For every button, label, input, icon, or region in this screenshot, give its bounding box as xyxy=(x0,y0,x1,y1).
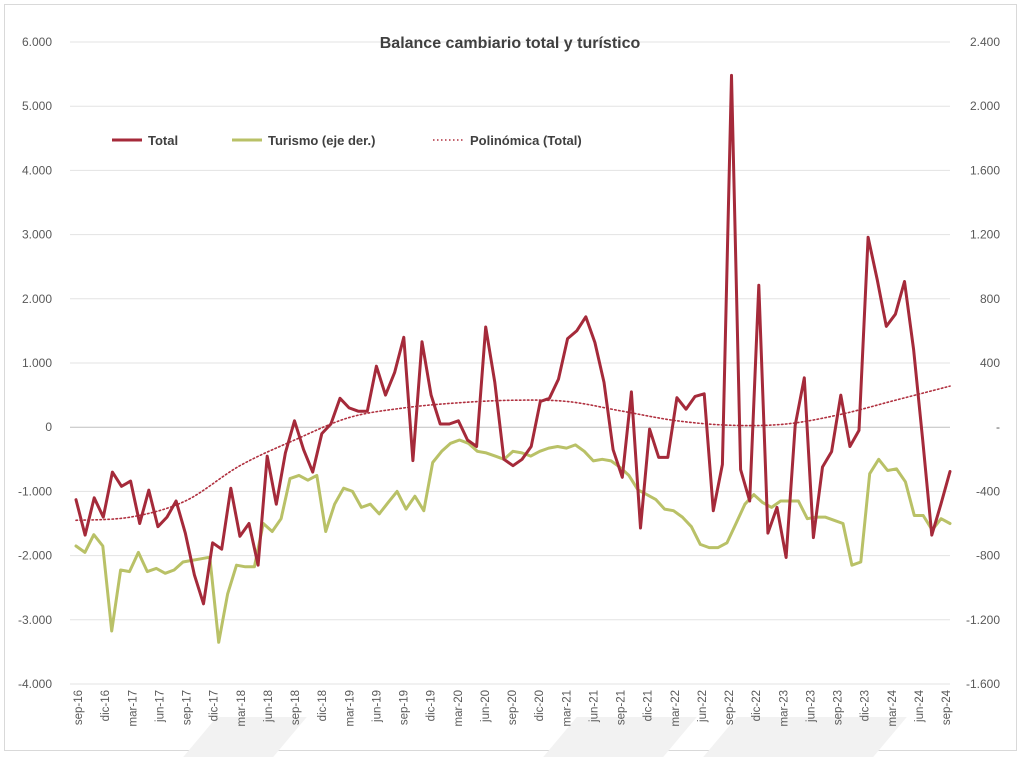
y-right-tick-label: 2.000 xyxy=(970,99,1000,113)
y-left-tick-label: 2.000 xyxy=(22,292,52,306)
x-tick-label: mar-20 xyxy=(453,690,465,726)
x-tick-label: jun-19 xyxy=(371,690,383,723)
y-left-tick-label: -2.000 xyxy=(18,549,52,563)
x-tick-label: mar-21 xyxy=(561,690,573,726)
y-right-tick-label: -800 xyxy=(976,549,1000,563)
x-tick-label: dic-20 xyxy=(534,690,546,721)
x-tick-label: mar-23 xyxy=(778,690,790,726)
gridlines xyxy=(70,41,950,685)
x-tick-label: jun-17 xyxy=(154,690,166,723)
y-left-tick-label: 4.000 xyxy=(22,163,52,177)
x-tick-label: mar-24 xyxy=(887,689,899,726)
x-tick-label: sep-24 xyxy=(941,689,953,725)
chart-frame xyxy=(4,4,1017,751)
y-right-tick-label: -400 xyxy=(976,484,1000,498)
legend-label-0: Total xyxy=(148,133,178,148)
legend-label-1: Turismo (eje der.) xyxy=(268,133,375,148)
x-tick-label: dic-22 xyxy=(751,690,763,721)
axis-labels: -4.000-3.000-2.000-1.00001.0002.0003.000… xyxy=(18,35,1000,726)
x-tick-label: dic-18 xyxy=(317,690,329,721)
x-tick-label: jun-21 xyxy=(588,690,600,723)
x-tick-label: sep-21 xyxy=(616,690,628,725)
x-tick-label: mar-22 xyxy=(670,690,682,726)
legend-label-2: Polinómica (Total) xyxy=(470,133,582,148)
y-left-tick-label: -4.000 xyxy=(18,677,52,691)
y-right-tick-label: - xyxy=(996,420,1000,434)
y-right-tick-label: -1.200 xyxy=(966,613,1000,627)
x-tick-label: sep-23 xyxy=(833,690,845,725)
x-tick-label: mar-18 xyxy=(236,690,248,726)
y-left-tick-label: 0 xyxy=(45,420,52,434)
series-line-2 xyxy=(75,385,951,522)
x-tick-label: sep-18 xyxy=(290,690,302,725)
series-line-0 xyxy=(74,73,952,606)
series-layer xyxy=(74,73,952,644)
x-tick-label: dic-16 xyxy=(100,690,112,721)
y-right-tick-label: 1.200 xyxy=(970,228,1000,242)
x-tick-label: sep-22 xyxy=(724,690,736,725)
y-left-tick-label: 6.000 xyxy=(22,35,52,49)
x-tick-label: mar-19 xyxy=(344,690,356,726)
x-tick-label: dic-19 xyxy=(426,690,438,721)
x-tick-label: sep-20 xyxy=(507,690,519,725)
series-line-1 xyxy=(74,438,952,644)
x-tick-label: jun-18 xyxy=(263,690,275,723)
y-left-tick-label: -3.000 xyxy=(18,613,52,627)
x-tick-label: dic-21 xyxy=(643,690,655,721)
y-left-tick-label: 1.000 xyxy=(22,356,52,370)
x-tick-label: jun-24 xyxy=(914,689,926,723)
x-tick-label: sep-19 xyxy=(399,690,411,725)
legend: Total Turismo (eje der.) Polinómica (Total… xyxy=(112,133,582,148)
x-tick-label: dic-23 xyxy=(860,690,872,721)
x-tick-label: mar-17 xyxy=(127,690,139,726)
y-right-tick-label: 1.600 xyxy=(970,163,1000,177)
y-right-tick-label: -1.600 xyxy=(966,677,1000,691)
y-left-tick-label: -1.000 xyxy=(18,484,52,498)
y-right-tick-label: 400 xyxy=(980,356,1000,370)
y-left-tick-label: 5.000 xyxy=(22,99,52,113)
y-right-tick-label: 800 xyxy=(980,292,1000,306)
x-tick-label: jun-23 xyxy=(805,690,817,723)
y-left-tick-label: 3.000 xyxy=(22,228,52,242)
y-right-tick-label: 2.400 xyxy=(970,35,1000,49)
x-tick-label: sep-17 xyxy=(182,690,194,725)
x-tick-label: dic-17 xyxy=(209,690,221,721)
x-tick-label: jun-22 xyxy=(697,690,709,723)
x-tick-label: jun-20 xyxy=(480,690,492,723)
x-tick-label: sep-16 xyxy=(73,690,85,725)
chart-title: Balance cambiario total y turístico xyxy=(380,35,641,52)
